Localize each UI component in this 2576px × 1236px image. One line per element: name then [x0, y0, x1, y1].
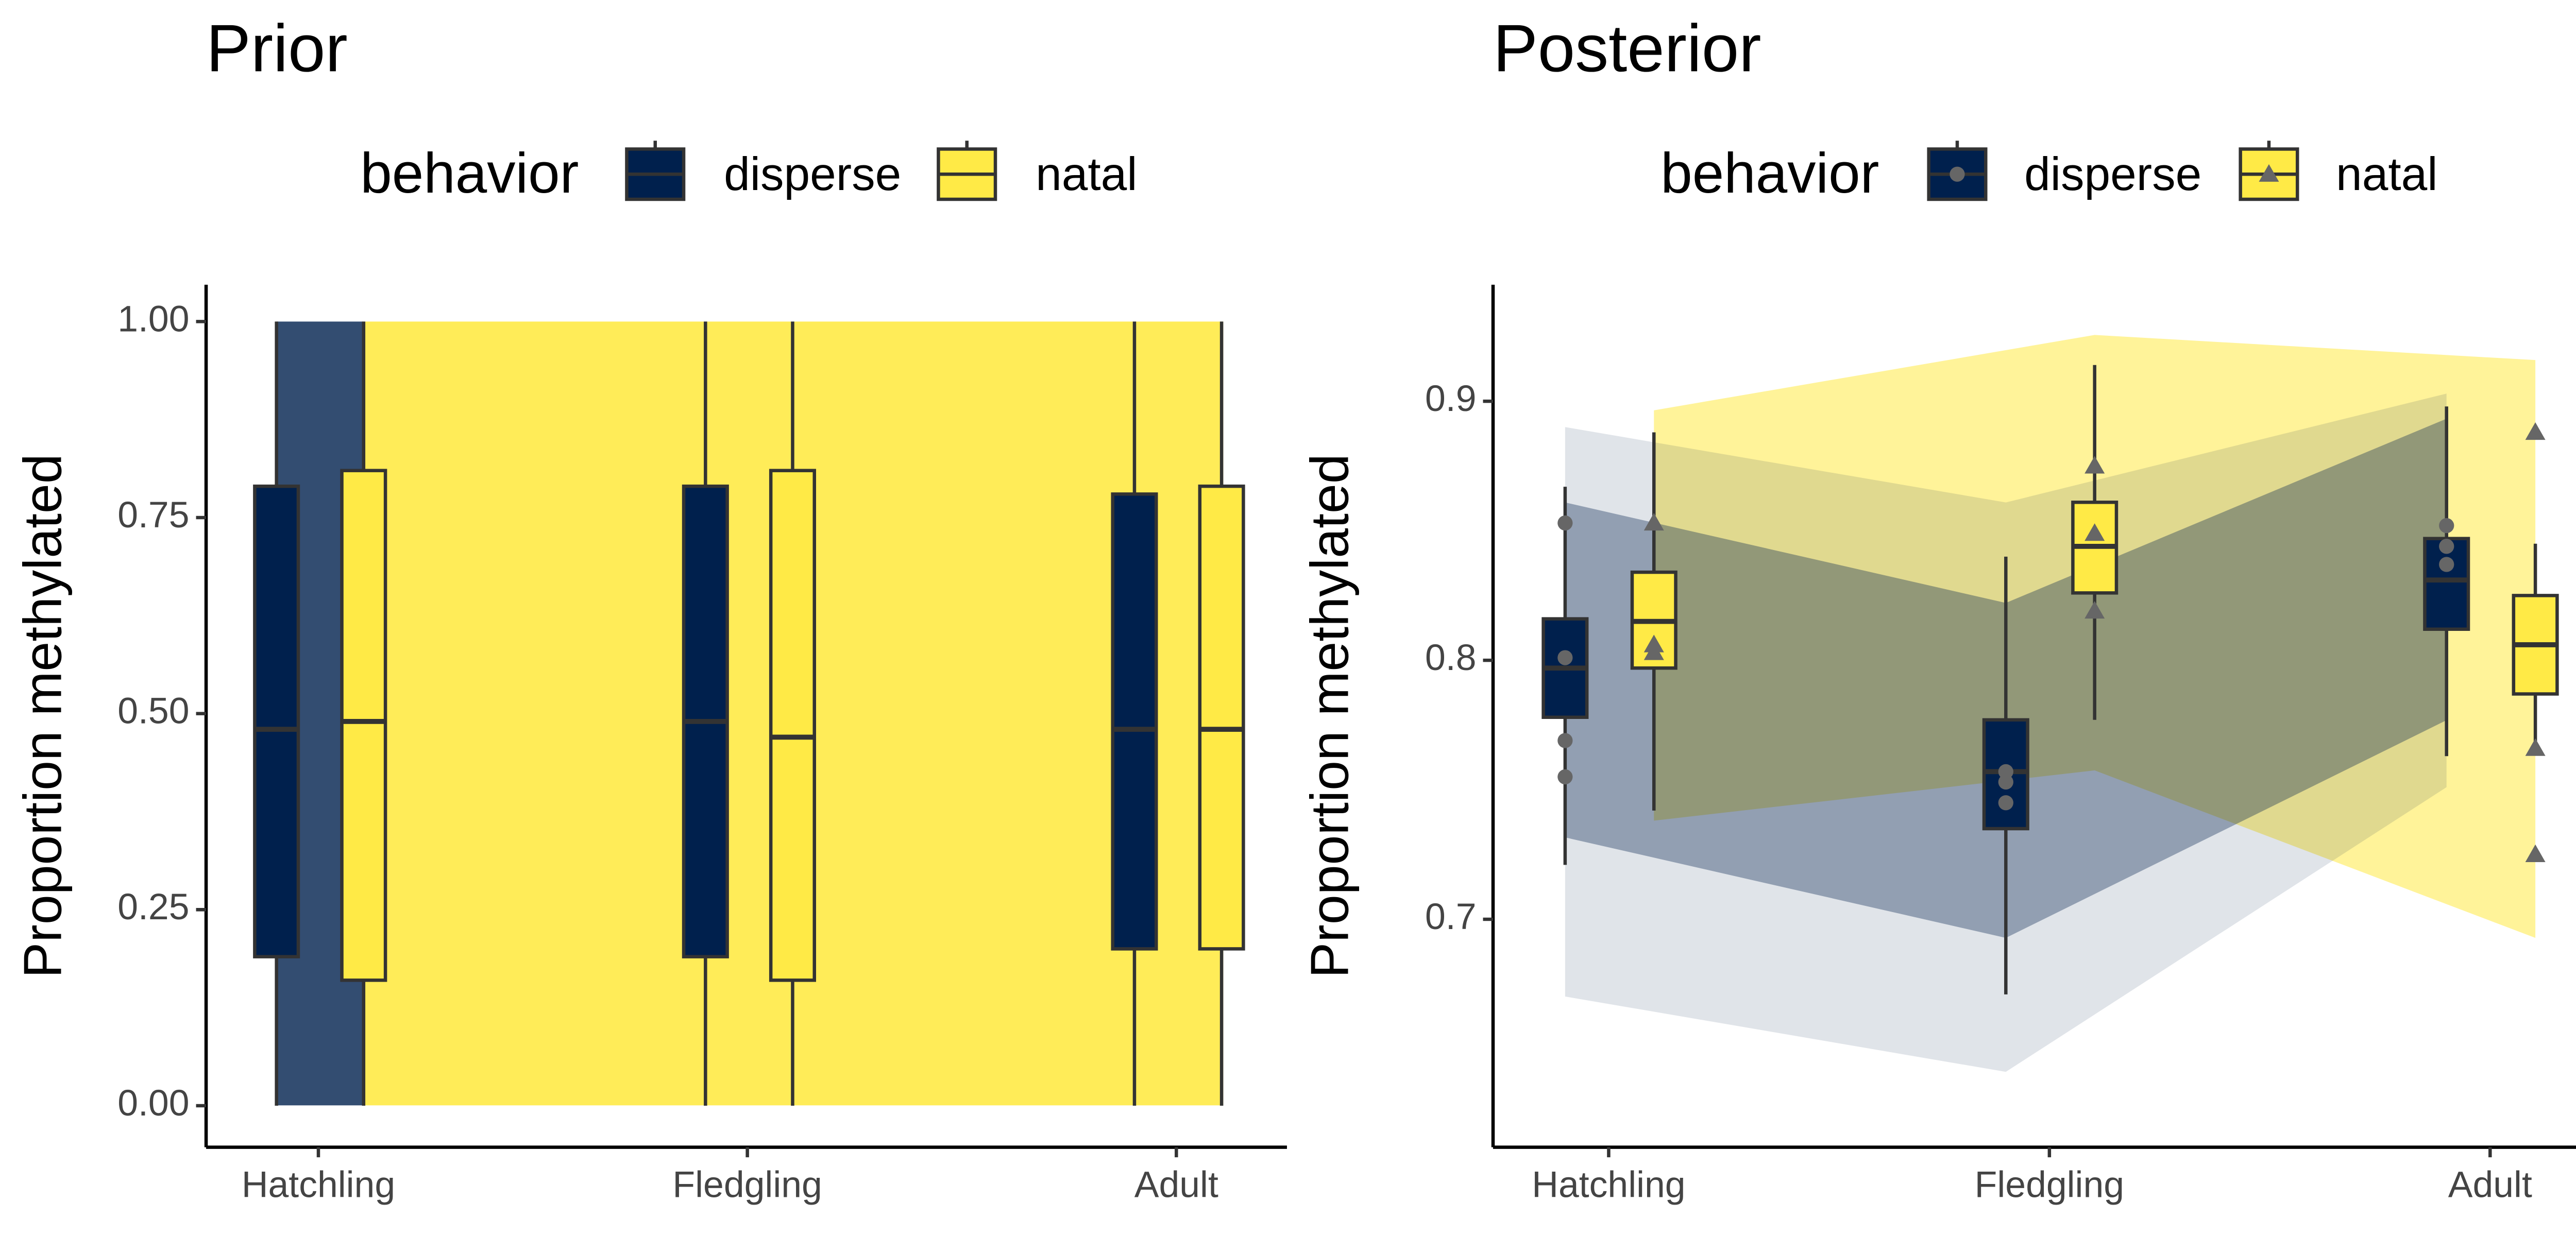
y-tick-label: 0.7	[1425, 896, 1476, 937]
data-point	[2525, 844, 2546, 862]
y-tick-label: 0.9	[1425, 378, 1476, 419]
data-point	[2525, 422, 2546, 440]
data-point	[2439, 557, 2454, 572]
x-tick-label: Adult	[1134, 1164, 1218, 1206]
data-point	[1557, 650, 1573, 665]
y-axis-title: Proportion methylated	[13, 454, 73, 978]
legend-key-point	[2259, 164, 2279, 182]
y-axis-title: Proportion methylated	[1300, 454, 1360, 978]
x-tick-label: Fledgling	[672, 1164, 822, 1206]
legend-label: disperse	[2024, 148, 2201, 200]
y-tick-label: 0.25	[117, 886, 189, 928]
x-tick-label: Hatchling	[1532, 1164, 1685, 1206]
data-point	[1643, 513, 1664, 531]
prior-draws	[276, 321, 1224, 1106]
data-point	[1998, 795, 2013, 811]
x-tick-label: Hatchling	[242, 1164, 395, 1206]
legend-label: disperse	[724, 148, 901, 200]
x-tick-label: Fledgling	[1975, 1164, 2124, 1206]
legend-key-point	[1950, 166, 1965, 182]
legend-label: natal	[2336, 148, 2437, 200]
data-point	[2084, 601, 2105, 619]
data-point	[2439, 518, 2454, 534]
data-point	[2084, 523, 2105, 541]
legend-title: behavior	[1660, 142, 1879, 205]
data-point	[1998, 774, 2013, 790]
y-tick-label: 0.00	[117, 1083, 189, 1124]
box	[1198, 484, 1245, 951]
data-point	[2439, 539, 2454, 554]
box	[1111, 492, 1158, 951]
data-point	[2084, 456, 2105, 474]
data-point	[1557, 733, 1573, 748]
data-point	[1557, 515, 1573, 531]
x-tick-label: Adult	[2448, 1164, 2532, 1206]
data-point	[2525, 738, 2546, 756]
data-point	[1998, 764, 2013, 780]
legend-title: behavior	[360, 142, 579, 205]
y-tick-label: 0.75	[117, 494, 189, 536]
chart-title: Posterior	[1493, 10, 1761, 85]
box	[253, 484, 300, 958]
y-tick-label: 1.00	[117, 298, 189, 339]
data-point	[1557, 769, 1573, 785]
y-tick-label: 0.50	[117, 691, 189, 732]
box	[2423, 537, 2470, 631]
y-tick-label: 0.8	[1425, 637, 1476, 678]
box	[340, 469, 387, 982]
chart-title: Prior	[206, 10, 348, 85]
box	[769, 469, 816, 982]
legend-label: natal	[1036, 148, 1137, 200]
data-point	[1643, 642, 1664, 660]
